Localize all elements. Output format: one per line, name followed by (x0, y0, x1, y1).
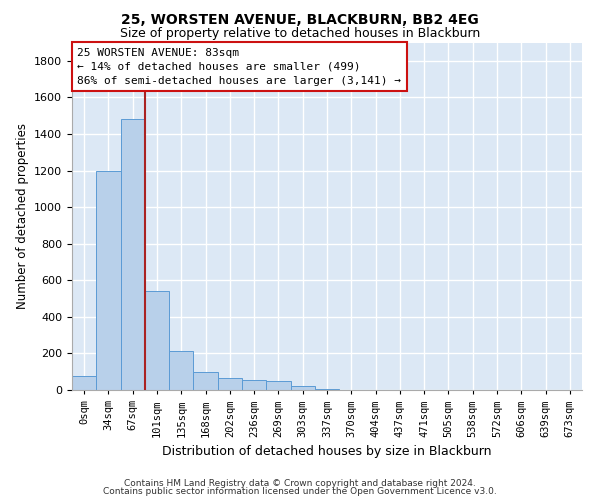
Bar (145, 291, 169, 390)
Bar (193, 372, 218, 390)
Text: Contains HM Land Registry data © Crown copyright and database right 2024.: Contains HM Land Registry data © Crown c… (124, 478, 476, 488)
Bar (290, 386, 315, 390)
Bar (266, 381, 290, 390)
Y-axis label: Number of detached properties: Number of detached properties (16, 123, 29, 309)
Text: Size of property relative to detached houses in Blackburn: Size of property relative to detached ho… (120, 28, 480, 40)
Bar (72, 376, 96, 390)
Text: 25 WORSTEN AVENUE: 83sqm
← 14% of detached houses are smaller (499)
86% of semi-: 25 WORSTEN AVENUE: 83sqm ← 14% of detach… (77, 48, 401, 86)
Bar (315, 389, 339, 390)
Bar (169, 350, 193, 390)
Text: Contains public sector information licensed under the Open Government Licence v3: Contains public sector information licen… (103, 487, 497, 496)
Text: 25, WORSTEN AVENUE, BLACKBURN, BB2 4EG: 25, WORSTEN AVENUE, BLACKBURN, BB2 4EG (121, 12, 479, 26)
X-axis label: Distribution of detached houses by size in Blackburn: Distribution of detached houses by size … (162, 445, 492, 458)
Bar (96, 170, 121, 390)
Bar (218, 378, 242, 390)
Bar (242, 380, 266, 390)
Bar (121, 120, 145, 390)
